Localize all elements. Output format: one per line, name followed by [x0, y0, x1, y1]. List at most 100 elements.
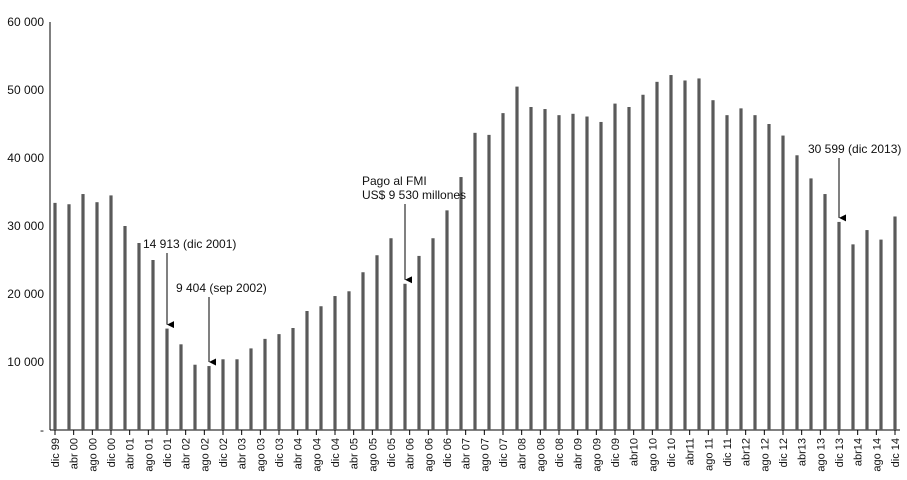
x-tick-label: ago 07 — [479, 438, 491, 472]
bar — [151, 260, 155, 430]
x-tick-label: abr11 — [685, 438, 697, 465]
x-tick-label: dic 12 — [778, 438, 790, 467]
x-tick-label: abr12 — [741, 438, 753, 466]
x-tick-label: dic 00 — [106, 438, 118, 467]
x-tick-label: ago 11 — [703, 438, 715, 471]
bar — [879, 239, 883, 430]
bar — [697, 78, 701, 430]
annotation-label: 30 599 (dic 2013) — [808, 142, 901, 156]
bar — [431, 238, 435, 430]
bar — [627, 107, 631, 430]
x-tick-label: dic 08 — [554, 438, 566, 467]
x-tick-label: abr13 — [797, 438, 809, 466]
bar — [725, 115, 729, 430]
x-tick-label: dic 09 — [610, 438, 622, 467]
bar — [865, 230, 869, 430]
y-tick-label: 50 000 — [7, 83, 44, 97]
x-tick-label: ago 03 — [255, 438, 267, 472]
bar — [375, 255, 379, 430]
bar — [67, 204, 71, 430]
x-tick-label: abr14 — [853, 438, 865, 466]
x-tick-label: abr 04 — [293, 438, 305, 469]
bar — [459, 177, 463, 430]
bar — [235, 359, 239, 430]
x-tick-label: abr 01 — [125, 438, 137, 469]
bar — [781, 135, 785, 430]
bar — [249, 348, 253, 430]
bar — [207, 366, 211, 430]
bar — [767, 124, 771, 430]
bar — [739, 108, 743, 431]
x-tick-label: abr 07 — [461, 438, 473, 469]
bar — [641, 94, 645, 430]
x-tick-label: ago 09 — [591, 438, 603, 472]
bar — [655, 81, 659, 430]
x-tick-label: abr 08 — [517, 438, 529, 469]
bar — [361, 272, 365, 430]
bar — [473, 132, 477, 430]
bar — [851, 244, 855, 430]
bar — [515, 86, 519, 430]
x-tick-label: dic 04 — [330, 438, 342, 467]
bar — [81, 194, 85, 430]
bar — [333, 296, 337, 430]
x-tick-label: abr10 — [629, 438, 641, 466]
x-tick-label: ago 04 — [311, 438, 323, 472]
x-tick-label: abr 05 — [349, 438, 361, 469]
bar — [571, 113, 575, 431]
bar — [711, 100, 715, 430]
x-tick-label: ago 12 — [759, 438, 771, 472]
bar — [389, 238, 393, 430]
bar — [53, 202, 57, 430]
x-tick-label: ago 10 — [647, 438, 659, 472]
bar — [305, 311, 309, 430]
bar — [893, 216, 897, 430]
x-tick-label: dic 05 — [386, 438, 398, 467]
y-tick-label: 60 000 — [7, 15, 44, 29]
x-tick-label: dic 99 — [50, 438, 62, 467]
bar — [487, 134, 491, 430]
bar — [543, 109, 547, 430]
x-tick-label: abr 02 — [181, 438, 193, 469]
bar — [501, 113, 505, 431]
x-tick-label: ago 02 — [199, 438, 211, 472]
x-tick-label: abr 03 — [237, 438, 249, 469]
x-tick-label: abr 06 — [405, 438, 417, 469]
x-tick-label: dic 01 — [162, 438, 174, 467]
x-tick-label: dic 10 — [666, 438, 678, 467]
x-tick-label: ago 06 — [423, 438, 435, 472]
y-tick-label: - — [40, 423, 44, 437]
y-tick-label: 30 000 — [7, 219, 44, 233]
bar — [221, 359, 225, 430]
annotation-label: 9 404 (sep 2002) — [176, 281, 267, 295]
x-tick-label: dic 07 — [498, 438, 510, 467]
x-tick-label: ago 13 — [815, 438, 827, 472]
bar — [193, 364, 197, 430]
bar — [319, 306, 323, 430]
x-tick-label: dic 14 — [890, 438, 902, 467]
bar — [585, 116, 589, 431]
bar — [837, 221, 841, 430]
bar — [403, 283, 407, 430]
bar — [613, 103, 617, 430]
x-tick-label: abr 00 — [69, 438, 81, 469]
x-tick-label: ago 01 — [143, 438, 155, 472]
bar — [557, 115, 561, 430]
bar — [137, 243, 141, 430]
bar — [347, 291, 351, 430]
x-tick-label: ago 05 — [367, 438, 379, 472]
bar — [669, 75, 673, 430]
bar — [277, 334, 281, 430]
bar — [165, 328, 169, 430]
y-tick-label: 40 000 — [7, 151, 44, 165]
bar — [683, 80, 687, 430]
x-tick-label: dic 03 — [274, 438, 286, 467]
bar — [179, 344, 183, 430]
bar — [95, 202, 99, 430]
bar — [445, 210, 449, 430]
x-tick-label: ago 00 — [87, 438, 99, 472]
x-tick-label: dic 02 — [218, 438, 230, 467]
bar — [417, 255, 421, 430]
bar — [753, 115, 757, 430]
